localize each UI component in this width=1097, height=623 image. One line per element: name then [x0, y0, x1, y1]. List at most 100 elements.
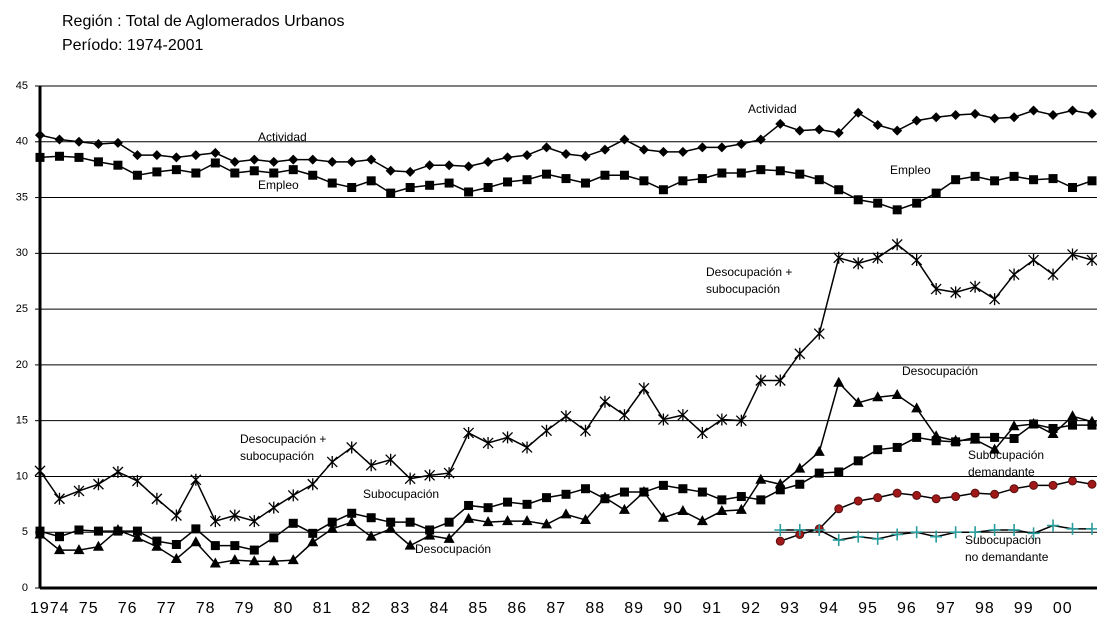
- marker: [269, 168, 279, 178]
- marker: [697, 174, 707, 184]
- marker: [35, 526, 45, 536]
- marker: [269, 533, 279, 543]
- marker: [813, 445, 825, 456]
- marker: [560, 508, 572, 519]
- annotation: Desocupación: [902, 364, 978, 378]
- marker: [892, 205, 902, 215]
- marker: [930, 530, 943, 543]
- marker: [871, 532, 884, 545]
- y-tick-label: 10: [16, 470, 28, 482]
- marker: [1067, 410, 1079, 421]
- marker: [113, 526, 123, 536]
- y-tick-label: 15: [16, 415, 28, 427]
- marker: [834, 467, 844, 477]
- y-tick-label: 40: [16, 136, 28, 148]
- marker: [969, 280, 981, 293]
- marker: [912, 432, 922, 442]
- marker: [561, 174, 571, 184]
- marker: [872, 120, 883, 131]
- marker: [619, 134, 630, 145]
- marker: [678, 176, 688, 186]
- marker: [990, 432, 1000, 442]
- marker: [54, 134, 65, 145]
- marker: [892, 488, 902, 498]
- marker: [579, 513, 591, 524]
- series-markers: [35, 419, 1097, 555]
- y-tick-label: 35: [16, 191, 28, 203]
- marker: [502, 515, 514, 526]
- marker: [171, 152, 182, 163]
- marker: [386, 517, 396, 527]
- marker: [347, 183, 357, 193]
- marker: [170, 552, 182, 563]
- marker: [366, 176, 376, 186]
- marker: [1087, 479, 1097, 489]
- marker: [1086, 522, 1097, 535]
- marker: [911, 254, 923, 267]
- marker: [951, 437, 961, 447]
- marker: [307, 154, 318, 165]
- marker: [327, 178, 337, 188]
- marker: [795, 169, 805, 179]
- x-tick-label: 76: [118, 600, 138, 617]
- marker: [170, 509, 182, 522]
- marker: [911, 115, 922, 126]
- marker: [268, 156, 279, 167]
- marker: [326, 455, 338, 468]
- marker: [774, 523, 787, 536]
- marker: [696, 515, 708, 526]
- marker: [521, 515, 533, 526]
- marker: [1009, 484, 1019, 494]
- marker: [209, 557, 221, 568]
- annotation: Empleo: [258, 178, 299, 192]
- annotation: subocupación: [706, 282, 780, 296]
- marker: [970, 488, 980, 498]
- marker: [424, 469, 436, 482]
- marker: [931, 436, 941, 446]
- marker: [93, 139, 104, 150]
- series-markers: [34, 376, 1097, 568]
- x-tick-label: 1974: [30, 600, 70, 617]
- marker: [1048, 110, 1059, 121]
- x-tick-label: 91: [702, 600, 722, 617]
- marker: [755, 134, 766, 145]
- marker: [35, 130, 45, 141]
- marker: [386, 188, 396, 198]
- marker: [210, 158, 220, 168]
- marker: [775, 485, 785, 495]
- marker: [248, 555, 260, 566]
- marker: [502, 431, 514, 444]
- marker: [482, 516, 494, 527]
- x-tick-label: 92: [741, 600, 761, 617]
- marker: [775, 166, 785, 176]
- x-tick-label: 87: [546, 600, 566, 617]
- marker: [756, 165, 766, 175]
- marker: [853, 456, 863, 466]
- marker: [619, 170, 629, 180]
- marker: [755, 473, 767, 484]
- marker: [191, 168, 201, 178]
- marker: [852, 396, 864, 407]
- x-tick-label: 90: [663, 600, 683, 617]
- marker: [657, 511, 669, 522]
- marker: [599, 395, 611, 408]
- marker: [404, 472, 416, 485]
- marker: [814, 468, 824, 478]
- marker: [853, 496, 863, 506]
- marker: [308, 170, 318, 180]
- marker: [385, 453, 397, 466]
- x-tick-label: 98: [975, 600, 995, 617]
- marker: [424, 160, 435, 171]
- marker: [365, 530, 377, 541]
- annotation: Subocupación: [968, 448, 1044, 462]
- marker: [229, 554, 241, 565]
- marker: [1028, 254, 1040, 267]
- marker: [1047, 519, 1060, 532]
- marker: [190, 150, 201, 161]
- series-markers: [775, 476, 1097, 546]
- marker: [833, 127, 844, 138]
- marker: [1008, 268, 1020, 281]
- marker: [774, 374, 786, 387]
- marker: [210, 541, 220, 551]
